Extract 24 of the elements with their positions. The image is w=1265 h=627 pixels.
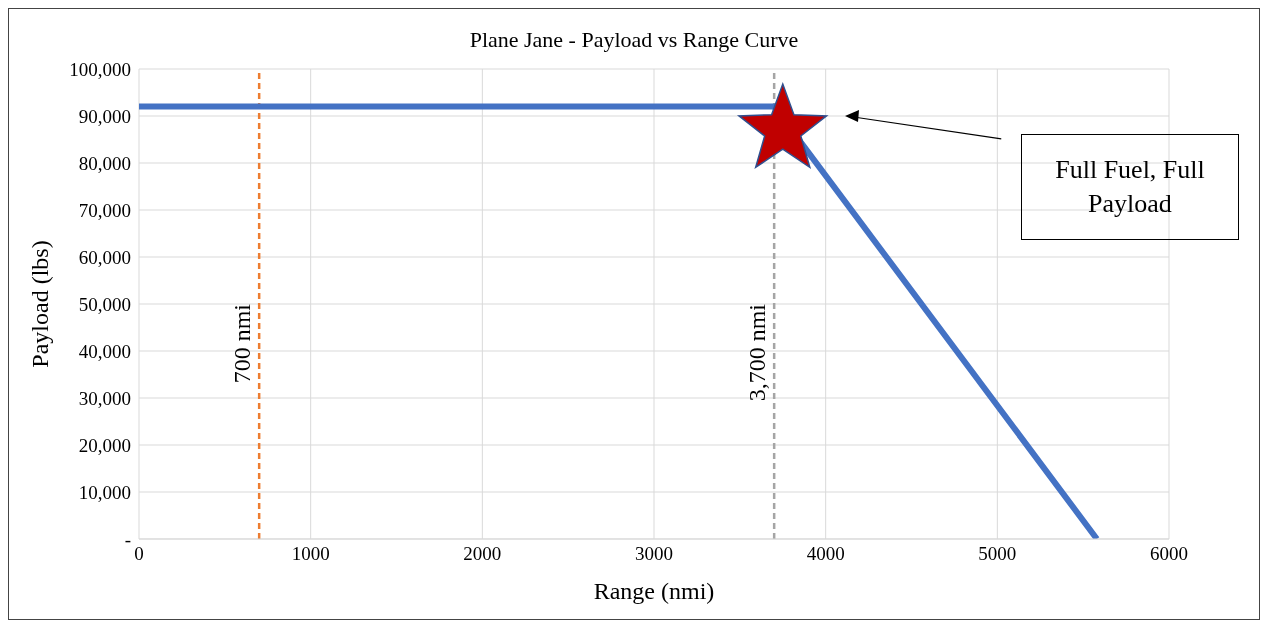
x-tick-label: 1000	[291, 543, 330, 565]
ref-line-label: 700 nmi	[228, 303, 255, 384]
x-tick-label: 4000	[806, 543, 845, 565]
annotation: Full Fuel, Full Payload	[1021, 134, 1239, 240]
x-tick-label: 2000	[463, 543, 502, 565]
y-tick-label: 20,000	[78, 434, 131, 456]
y-tick-label: 60,000	[78, 246, 131, 268]
x-tick-label: 0	[134, 543, 144, 565]
y-tick-label: 40,000	[78, 340, 131, 362]
x-tick-label: 3000	[635, 543, 673, 565]
y-tick-label: 80,000	[78, 152, 131, 174]
y-tick-label: 30,000	[78, 387, 131, 409]
x-tick-label: 6000	[1150, 543, 1188, 565]
ref-line-label: 3,700 nmi	[743, 303, 770, 402]
y-axis-title: Payload (lbs)	[26, 240, 53, 368]
chart-title: Plane Jane - Payload vs Range Curve	[468, 27, 800, 53]
y-tick-label: 70,000	[78, 199, 131, 221]
y-tick-label: 90,000	[78, 105, 131, 127]
y-tick-label: -	[124, 528, 131, 550]
x-tick-label: 5000	[978, 543, 1017, 565]
y-tick-label: 10,000	[78, 481, 131, 503]
y-tick-label: 50,000	[78, 293, 131, 315]
x-axis-title: Range (nmi)	[593, 578, 715, 604]
y-tick-label: 100,000	[69, 58, 131, 80]
